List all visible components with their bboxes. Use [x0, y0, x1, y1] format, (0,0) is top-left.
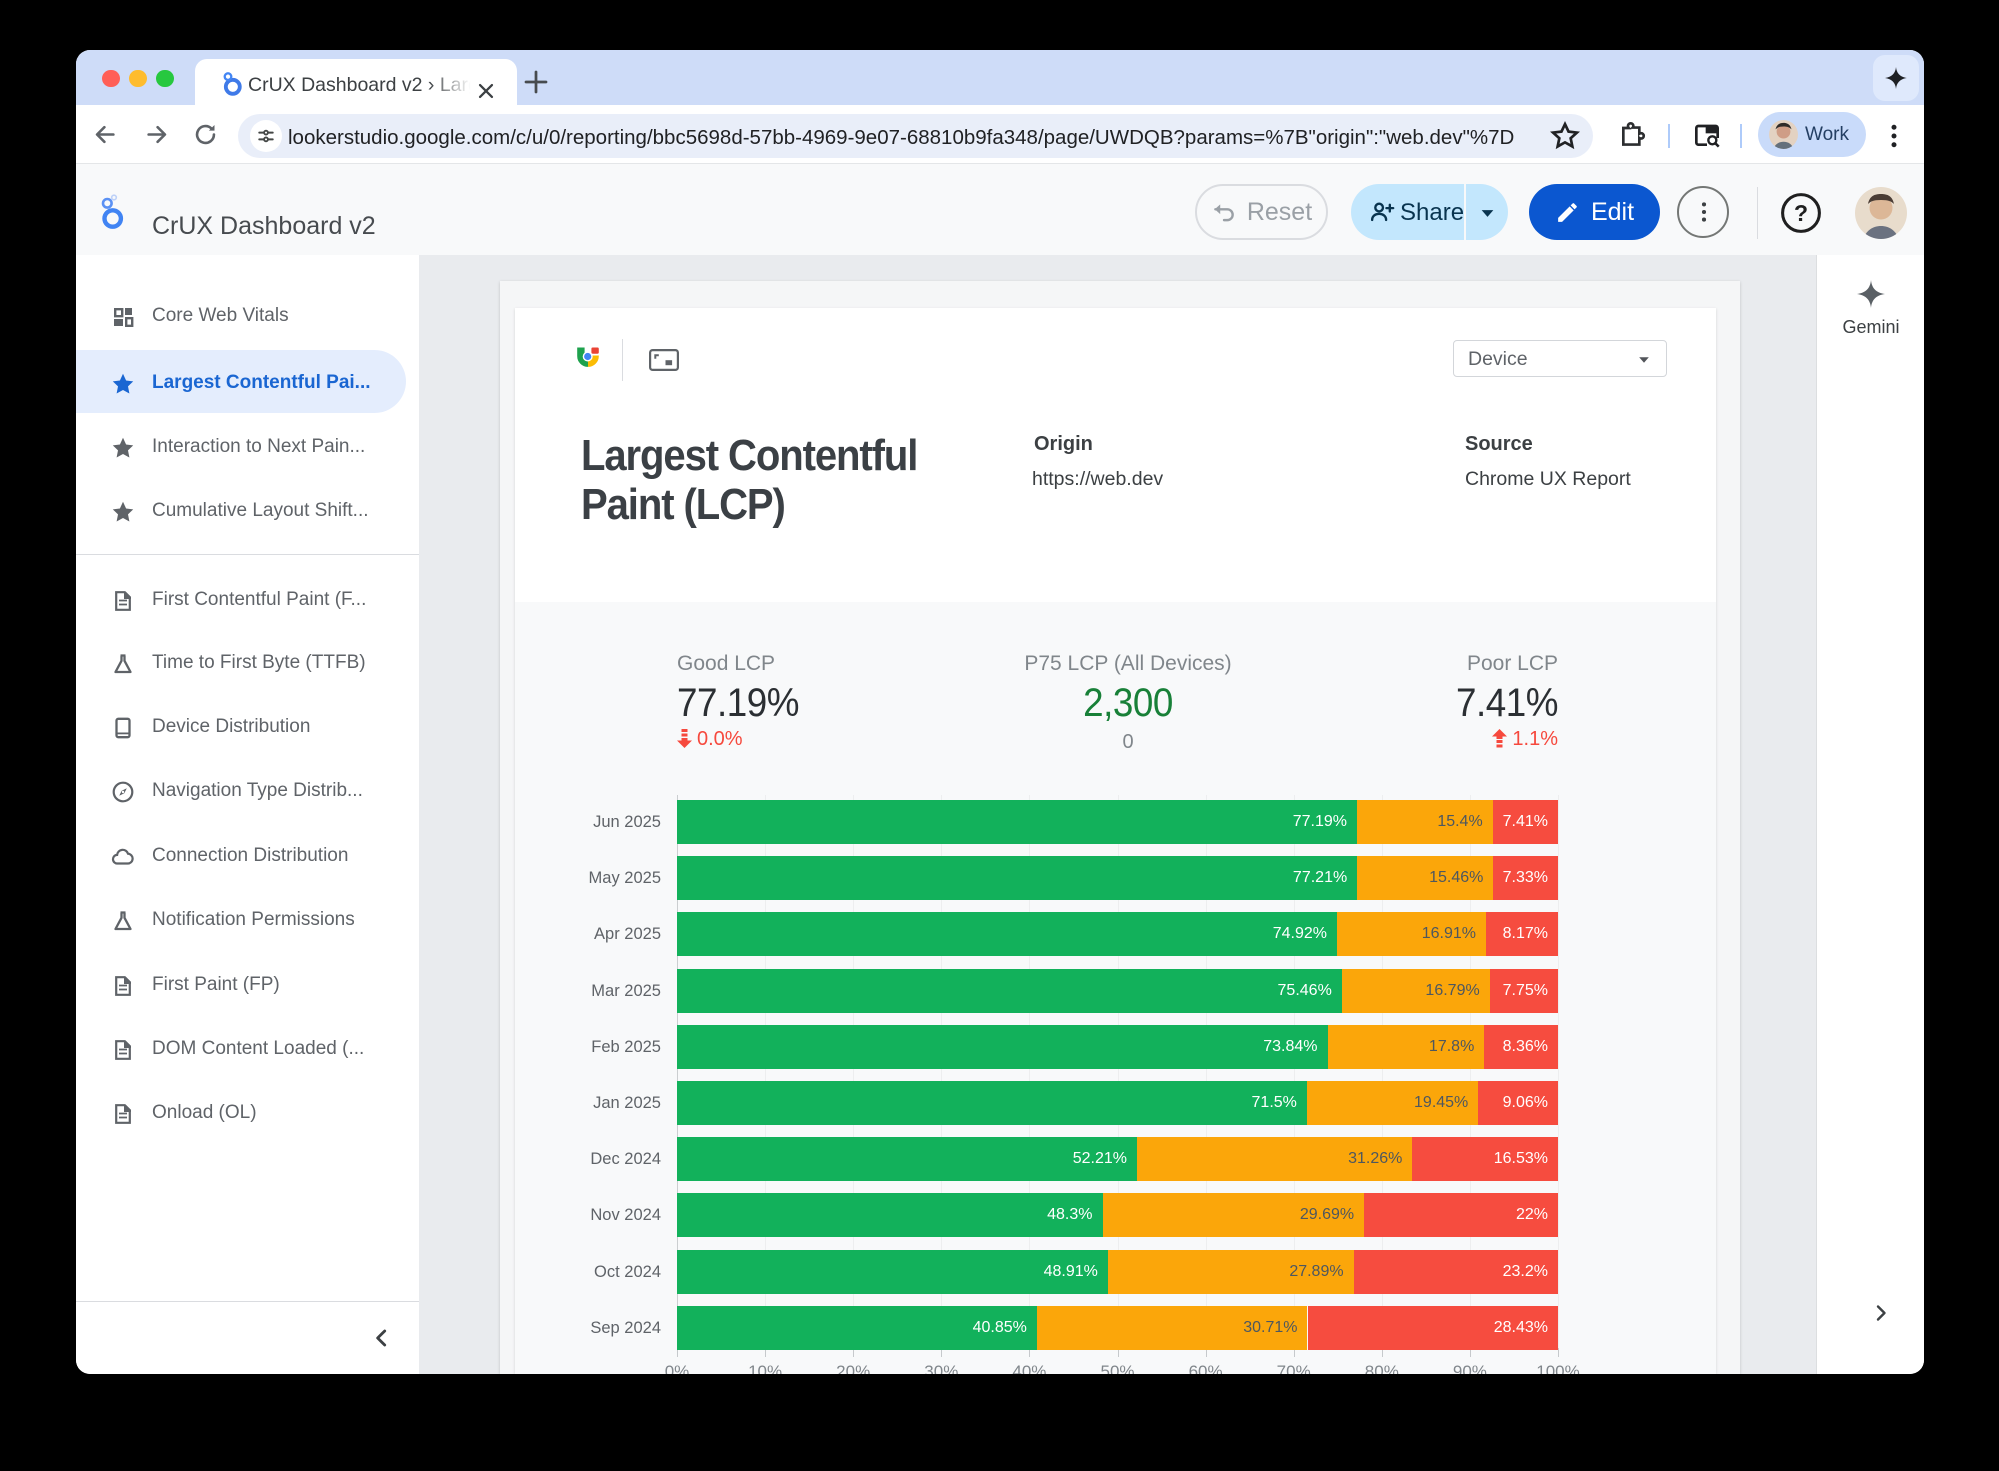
svg-text:?: ?	[1794, 200, 1808, 226]
